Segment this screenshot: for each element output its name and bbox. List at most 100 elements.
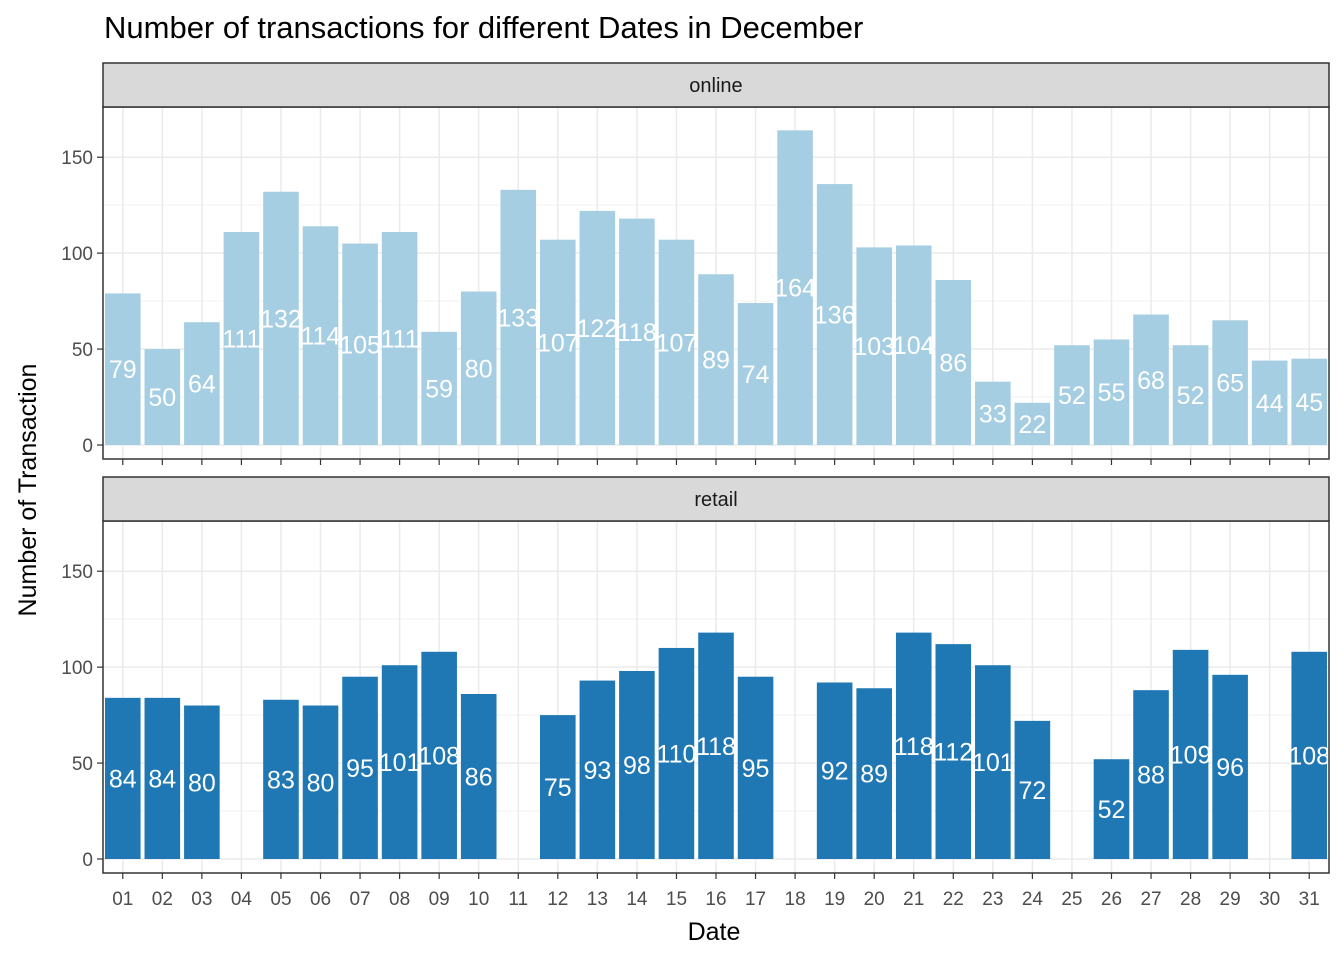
bar-retail-14 [619, 670, 655, 859]
bar-label: 111 [381, 326, 419, 354]
chart-title: Number of transactions for different Dat… [104, 10, 864, 45]
x-tick-label: 07 [349, 889, 370, 910]
bar-label: 108 [1288, 742, 1330, 770]
bar-label: 80 [307, 769, 335, 797]
bar-retail-16 [698, 632, 734, 859]
bar-online-27 [1133, 314, 1169, 445]
bar-online-10 [460, 291, 497, 445]
bar-retail-24 [1014, 720, 1051, 859]
bar-online-11 [500, 189, 537, 445]
bar-label: 164 [774, 275, 816, 303]
x-tick-label: 17 [745, 889, 766, 910]
x-tick-label: 05 [270, 889, 291, 910]
bar-retail-28 [1172, 649, 1209, 859]
bar-retail-26 [1093, 759, 1130, 859]
bar-label: 108 [418, 742, 460, 770]
y-tick-label: 50 [72, 754, 93, 775]
bar-retail-08 [381, 665, 418, 859]
bar-label: 44 [1256, 390, 1284, 418]
bar-label: 89 [702, 347, 730, 375]
bar-label: 133 [497, 304, 539, 332]
x-tick-label: 06 [310, 889, 331, 910]
x-tick-label: 13 [587, 889, 608, 910]
bar-label: 68 [1137, 367, 1165, 395]
bar-online-01 [104, 293, 141, 445]
strip-background [102, 476, 1330, 522]
bar-retail-22 [935, 644, 972, 859]
bar-label: 98 [623, 752, 651, 780]
x-tick-label: 30 [1259, 889, 1280, 910]
bar-label: 118 [696, 733, 736, 761]
bar-online-14 [619, 218, 655, 445]
bar-retail-19 [816, 682, 853, 859]
bar-label: 33 [979, 400, 1007, 428]
bar-online-23 [975, 381, 1011, 445]
bar-label: 79 [109, 356, 137, 384]
bar-label: 95 [346, 755, 374, 783]
bar-label: 52 [1177, 382, 1205, 410]
y-tick-label: 0 [82, 850, 93, 871]
x-tick-label: 10 [468, 889, 489, 910]
bar-label: 132 [260, 305, 302, 333]
bar-online-18 [777, 130, 813, 446]
bar-label: 55 [1098, 379, 1126, 407]
bar-label: 75 [544, 774, 572, 802]
x-tick-label: 28 [1180, 889, 1201, 910]
x-tick-label: 03 [191, 889, 212, 910]
bar-retail-31 [1291, 651, 1328, 859]
bar-label: 22 [1018, 411, 1046, 439]
bar-label: 88 [1137, 762, 1165, 790]
bar-label: 122 [576, 315, 618, 343]
bar-online-12 [540, 239, 576, 445]
bar-label: 52 [1098, 796, 1126, 824]
bar-label: 64 [188, 371, 216, 399]
bar-retail-23 [975, 665, 1011, 859]
bar-label: 136 [814, 302, 856, 330]
bar-retail-09 [421, 651, 457, 859]
bar-label: 92 [821, 758, 849, 786]
x-tick-label: 24 [1022, 889, 1044, 910]
bar-label: 50 [148, 384, 176, 412]
bar-label: 114 [301, 323, 341, 351]
bar-retail-21 [895, 632, 932, 859]
x-tick-label: 04 [231, 889, 253, 910]
bar-online-13 [579, 210, 616, 445]
bar-online-07 [342, 243, 378, 445]
y-tick-label: 100 [61, 658, 93, 679]
bar-retail-05 [263, 699, 299, 859]
bar-online-28 [1172, 345, 1209, 445]
bar-retail-01 [104, 697, 141, 859]
bar-online-05 [263, 191, 299, 445]
bar-label: 74 [742, 361, 770, 389]
bar-label: 101 [972, 749, 1014, 777]
y-tick-label: 50 [72, 340, 93, 361]
bar-online-02 [144, 349, 181, 445]
x-tick-label: 11 [508, 889, 528, 910]
bar-online-08 [381, 232, 418, 445]
bar-label: 93 [583, 757, 611, 785]
x-tick-label: 20 [864, 889, 885, 910]
bar-label: 104 [893, 332, 935, 360]
y-tick-label: 0 [82, 436, 93, 457]
bar-label: 86 [465, 764, 493, 792]
x-tick-label: 22 [943, 889, 964, 910]
x-axis-title: Date [688, 918, 741, 946]
strip-label: retail [694, 489, 737, 511]
x-tick-label: 09 [429, 889, 450, 910]
x-tick-label: 27 [1140, 889, 1161, 910]
bar-online-26 [1093, 339, 1130, 445]
bar-label: 84 [109, 765, 137, 793]
x-tick-label: 15 [666, 889, 687, 910]
bar-label: 110 [657, 740, 697, 768]
bar-retail-13 [579, 680, 616, 859]
x-tick-label: 08 [389, 889, 410, 910]
bar-label: 80 [465, 355, 493, 383]
bar-label: 80 [188, 769, 216, 797]
bar-retail-03 [184, 705, 220, 859]
bar-retail-15 [658, 647, 695, 859]
bar-online-30 [1251, 360, 1288, 445]
bar-label: 72 [1018, 777, 1046, 805]
x-tick-label: 29 [1220, 889, 1241, 910]
y-axis-title: Number of Transaction [14, 364, 42, 617]
